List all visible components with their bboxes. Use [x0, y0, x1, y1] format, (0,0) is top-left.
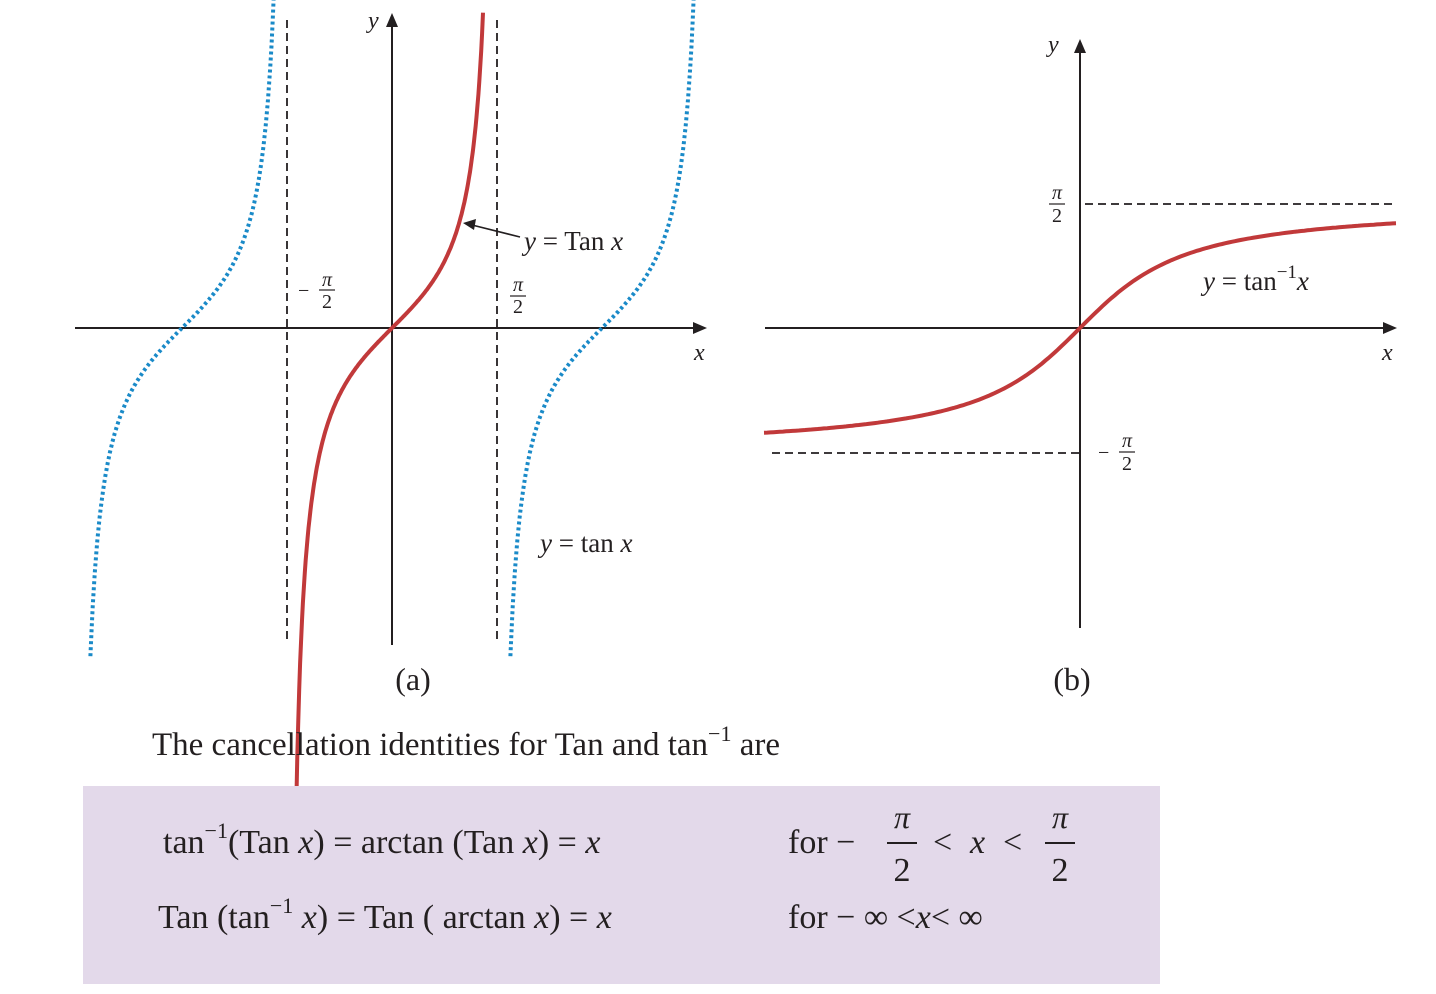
label: −	[1098, 442, 1109, 464]
label: π	[1052, 182, 1063, 204]
t: = tan	[552, 528, 620, 558]
t: x	[969, 824, 985, 861]
t: ) =	[317, 899, 364, 936]
t: x	[522, 824, 538, 861]
t: The cancellation identities for Tan and …	[152, 727, 708, 763]
condition: for − ∞ <x< ∞	[788, 899, 983, 936]
t: y	[521, 226, 536, 256]
t: π	[894, 799, 911, 835]
arrow-head	[386, 13, 398, 27]
t: x	[596, 899, 612, 936]
t: tan	[163, 824, 205, 861]
t: Tan (tan	[158, 899, 270, 936]
t: for − ∞ <	[788, 899, 916, 936]
arrow-head	[693, 322, 707, 334]
t: = Tan	[536, 226, 611, 256]
identity-box	[83, 786, 1160, 984]
t: x	[619, 528, 632, 558]
t: ) =	[538, 824, 586, 861]
t: ) =	[313, 824, 361, 861]
t: π	[1052, 799, 1069, 835]
t: ) =	[549, 899, 597, 936]
label: 2	[513, 296, 523, 318]
t: x	[915, 899, 931, 936]
curve-label: y = tan x	[537, 528, 632, 558]
axis-label: x	[1381, 340, 1393, 366]
t: are	[731, 727, 780, 763]
t: < ∞	[931, 899, 983, 936]
axis-label: y	[1046, 32, 1059, 58]
curve-label: y = Tan x	[521, 226, 623, 256]
t: y	[537, 528, 552, 558]
label: π	[513, 274, 524, 296]
label: 2	[1052, 205, 1062, 227]
t: x	[293, 899, 317, 936]
arrow-head	[463, 219, 476, 230]
t: Tan ( arctan	[364, 899, 534, 936]
axis-label: x	[693, 340, 705, 366]
t: −1	[1277, 262, 1297, 283]
arrow-head	[1383, 322, 1397, 334]
identity: tan−1(Tan x) = arctan (Tan x) = x	[163, 818, 600, 861]
identity: Tan (tan−1 x) = Tan ( arctan x) = x	[158, 893, 612, 936]
t: x	[297, 824, 313, 861]
arrow-head	[1074, 39, 1086, 53]
label: π	[322, 269, 333, 291]
tan-principal	[294, 12, 485, 800]
t: 2	[894, 852, 911, 889]
t: x	[533, 899, 549, 936]
t: −1	[270, 893, 293, 918]
t: x	[610, 226, 623, 256]
t: <	[933, 824, 952, 861]
condition: for −	[788, 824, 855, 861]
t: −1	[708, 721, 731, 746]
t: <	[1003, 824, 1022, 861]
t: (Tan	[228, 824, 298, 861]
t: −1	[205, 818, 228, 843]
t: 2	[1052, 852, 1069, 889]
t: arctan (Tan	[361, 824, 523, 861]
caption: (a)	[395, 661, 431, 697]
arctan-curve	[763, 221, 1397, 435]
label: π	[1122, 430, 1133, 452]
label: −	[298, 280, 309, 302]
t: x	[584, 824, 600, 861]
curve-label: y = tan−1x	[1200, 262, 1309, 296]
axis-label: y	[366, 8, 379, 34]
label: 2	[1122, 453, 1132, 475]
sentence: The cancellation identities for Tan and …	[152, 721, 780, 763]
t: x	[1296, 266, 1309, 296]
pointer	[471, 224, 521, 238]
label: 2	[322, 291, 332, 313]
caption: (b)	[1053, 661, 1090, 697]
t: y	[1200, 266, 1215, 296]
t: = tan	[1215, 266, 1277, 296]
